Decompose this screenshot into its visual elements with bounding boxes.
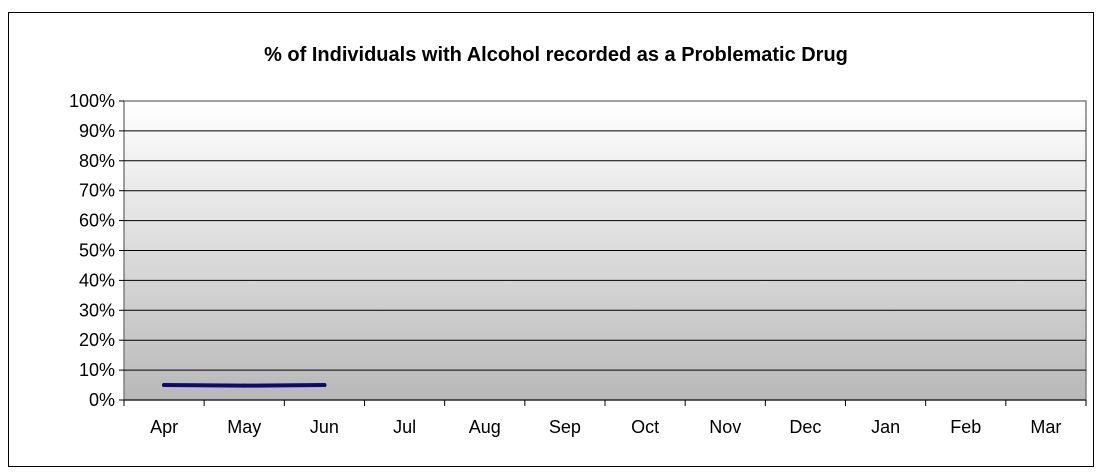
y-tick-label: 10% xyxy=(79,360,115,380)
x-tick-label: Sep xyxy=(549,417,581,437)
series-group xyxy=(162,383,327,388)
y-tick-label: 30% xyxy=(79,300,115,320)
x-tick-label: Jun xyxy=(310,417,339,437)
x-tick-label: May xyxy=(227,417,261,437)
y-tick-label: 40% xyxy=(79,270,115,290)
x-tick-label: Nov xyxy=(709,417,741,437)
series-point xyxy=(322,383,327,388)
x-tick-label: Aug xyxy=(469,417,501,437)
y-tick-label: 80% xyxy=(79,151,115,171)
x-tick-label: Jan xyxy=(871,417,900,437)
y-tick-label: 20% xyxy=(79,330,115,350)
y-tick-label: 0% xyxy=(89,390,115,410)
series-point xyxy=(242,383,247,388)
y-tick-label: 100% xyxy=(69,91,115,111)
x-tick-label: Apr xyxy=(150,417,178,437)
x-axis: Apr May Jun Jul Aug Sep Oct Nov Dec Jan Feb Mar xyxy=(123,399,1087,437)
chart-title: % of Individuals with Alcohol recorded a… xyxy=(264,44,848,66)
y-tick-label: 60% xyxy=(79,211,115,231)
x-tick-label: Feb xyxy=(950,417,981,437)
gridlines xyxy=(124,130,1086,371)
y-tick-label: 90% xyxy=(79,121,115,141)
y-axis: 0% 10% 20% 30% 40% 50% 60% 70% 80% 90% 100% xyxy=(69,91,124,410)
x-tick-label: Jul xyxy=(393,417,416,437)
x-tick-label: Mar xyxy=(1030,417,1061,437)
y-tick-label: 70% xyxy=(79,181,115,201)
series-point xyxy=(162,383,167,388)
y-tick-label: 50% xyxy=(79,241,115,261)
x-tick-label: Dec xyxy=(789,417,821,437)
x-tick-label: Oct xyxy=(631,417,659,437)
